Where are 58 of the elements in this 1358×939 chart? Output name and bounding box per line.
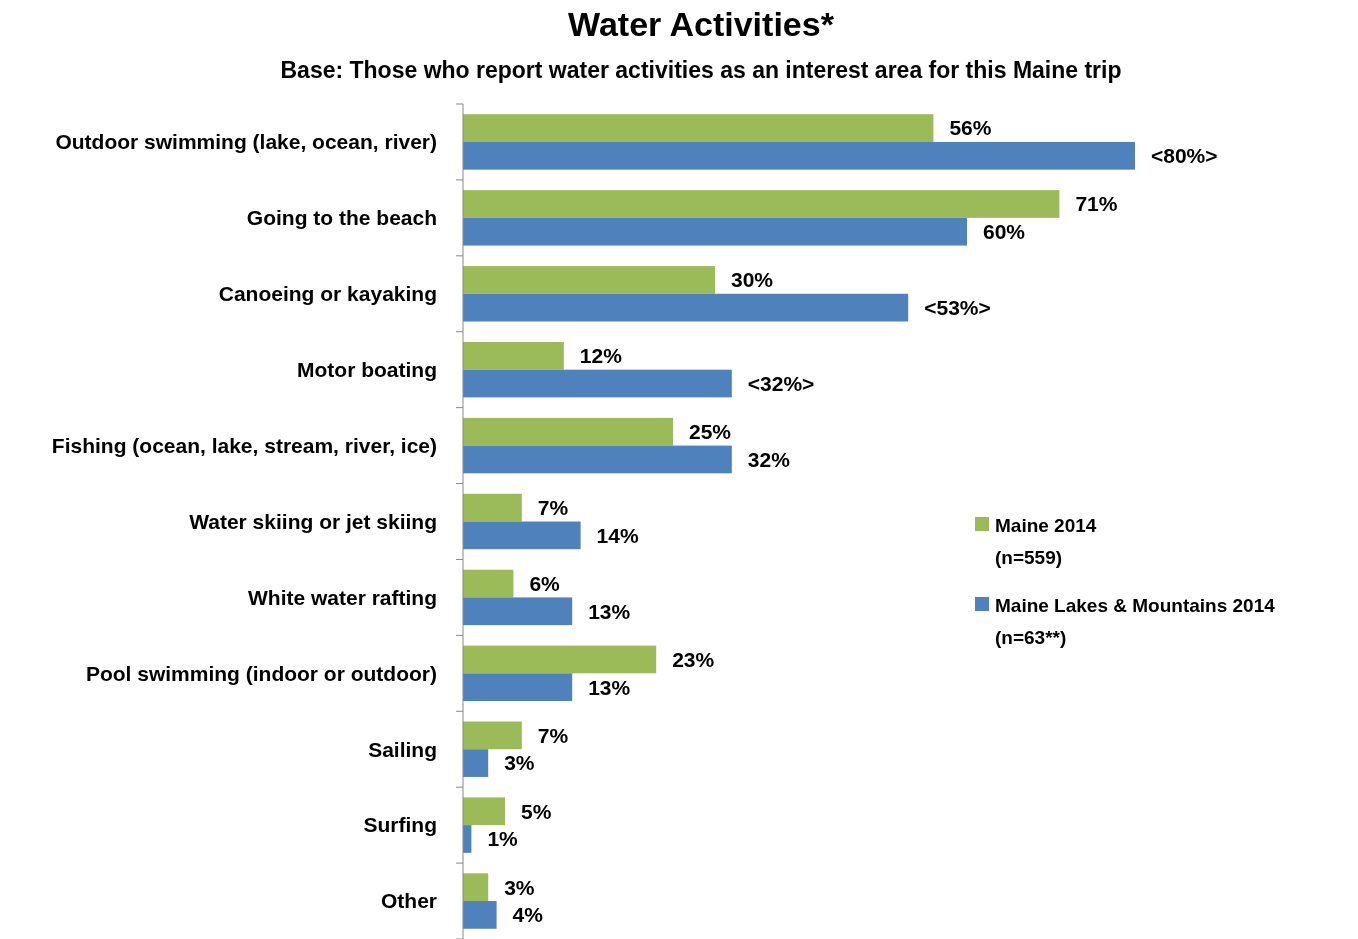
bar [463,114,934,142]
data-label: 3% [504,875,535,899]
legend-label: Maine Lakes & Mountains 2014 (n=63**) [995,594,1276,648]
data-label: 7% [537,496,569,519]
bar [463,749,489,777]
bar [463,721,522,750]
legend-label: Maine 2014 (n=559) [995,514,1097,568]
bar [463,217,967,246]
y-tick-label: Surfing [363,813,437,837]
bar [463,645,657,674]
y-tick-label: Canoeing or kayaking [218,282,437,306]
bar [463,521,581,550]
bar [463,569,514,598]
bar [463,417,673,446]
y-tick-label: Fishing (ocean, lake, stream, river, ice) [51,433,437,457]
y-tick-label: Pool swimming (indoor or outdoor) [85,661,437,685]
bar [463,673,573,702]
y-tick-label: Going to the beach [246,206,437,230]
data-label: 6% [529,571,561,595]
y-tick-label: Other [380,889,437,913]
data-label: 56% [949,116,992,140]
y-tick-label: Outdoor swimming (lake, ocean, river) [55,130,437,154]
data-label: 4% [512,903,544,927]
chart-subtitle: Base: Those who report water activities as an interest area for this Maine trip [280,57,1122,83]
data-label: 1% [487,827,519,851]
data-label: <32%> [747,371,815,395]
data-label: 12% [579,344,623,368]
bar [463,293,909,322]
chart-title: Water Activities* [568,5,835,43]
data-label: 14% [596,523,639,547]
bar [463,873,489,902]
data-label: 30% [731,268,774,292]
bar [463,141,1135,170]
data-label: 13% [588,599,631,623]
data-label: 7% [537,723,569,747]
y-tick-label: Sailing [368,737,437,761]
y-tick-label: White water rafting [247,585,437,609]
data-label: <80%> [1151,144,1218,168]
data-label: <53%> [924,295,991,319]
data-label: 32% [747,447,791,471]
bar [463,597,573,626]
data-label: 3% [504,751,535,775]
data-label: 71% [1075,192,1118,216]
bar [463,266,715,294]
y-tick-label: Water skiing or jet skiing [189,509,437,533]
data-label: 25% [689,420,732,444]
bar [463,341,564,370]
bar [463,797,505,826]
bar [463,369,732,398]
data-label: 60% [983,220,1026,244]
bar [463,445,732,474]
data-label: 5% [521,799,552,823]
bar [463,901,497,929]
bar [463,493,522,522]
bar [463,190,1060,218]
data-label: 23% [672,647,715,671]
data-label: 13% [588,675,631,699]
y-tick-label: Motor boating [297,358,437,382]
